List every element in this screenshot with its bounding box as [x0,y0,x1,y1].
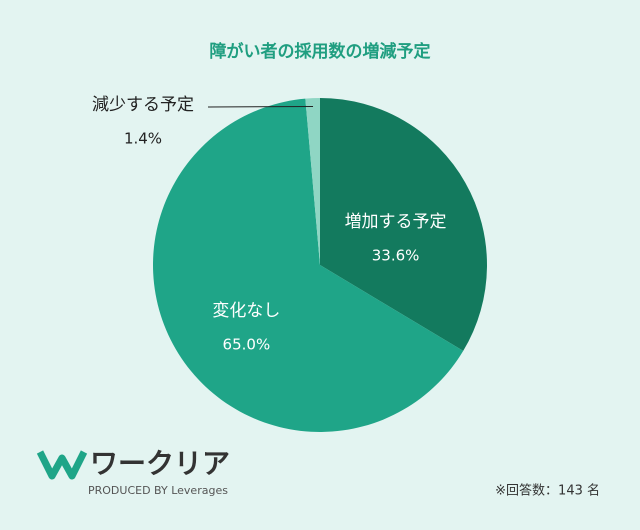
pie-slice [305,98,320,265]
chart-title: 障がい者の採用数の増減予定 [210,41,431,62]
slice-value: 1.4% [124,130,162,148]
slice-label: 増加する予定 [345,212,447,232]
slice-value: 65.0% [223,336,271,354]
slice-value: 33.6% [372,247,420,265]
response-count: ※回答数：143 名 [495,483,600,499]
pie-slice [152,98,464,433]
pie-slice [320,98,488,351]
slice-label: 変化なし [212,301,280,321]
logo-text: ワークリア [90,447,230,480]
produced-by: PRODUCED BY Leverages [88,484,228,497]
slice-label: 減少する予定 [92,95,194,115]
logo-icon [36,450,88,480]
